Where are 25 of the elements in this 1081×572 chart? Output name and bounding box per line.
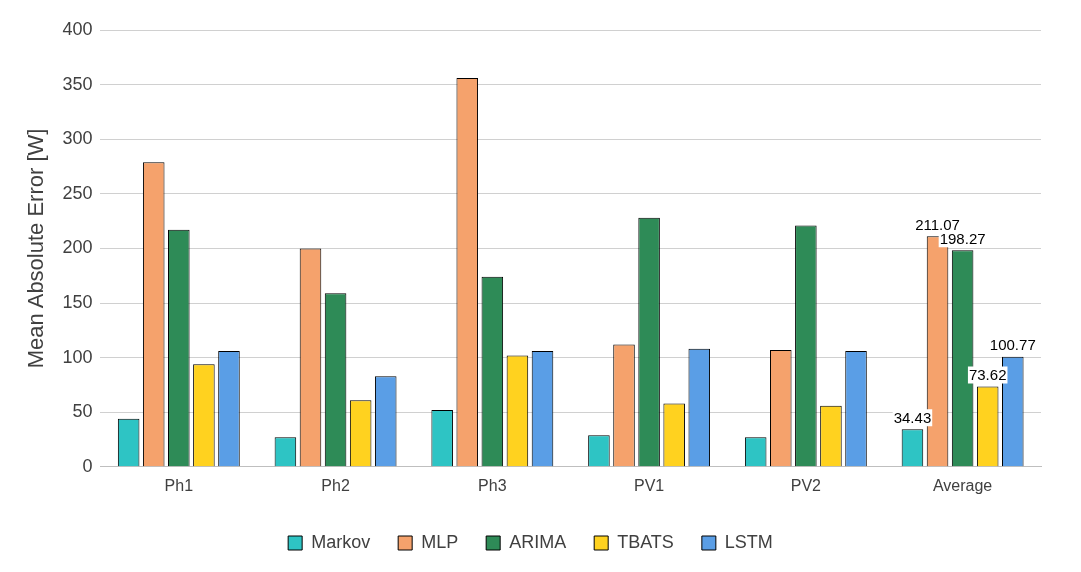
y-tick-label: 50 <box>72 401 93 422</box>
y-tick-label: 150 <box>62 291 93 312</box>
y-tick-label: 400 <box>62 18 93 39</box>
legend-label: ARIMA <box>509 531 567 552</box>
x-tick-label: PV1 <box>633 476 665 494</box>
y-tick-label: 100 <box>62 346 93 367</box>
y-tick-label: 300 <box>62 128 93 149</box>
y-axis-title: Mean Absolute Error [W] <box>23 128 49 369</box>
legend-label: TBATS <box>617 531 674 552</box>
legend-label: Markov <box>311 531 371 552</box>
y-tick-label: 250 <box>62 182 93 203</box>
x-tick-label: Average <box>932 476 993 494</box>
legend-label: MLP <box>421 531 459 552</box>
data-label: 73.62 <box>968 366 1007 384</box>
x-tick-label: PV2 <box>790 476 822 494</box>
data-label: 100.77 <box>989 336 1036 354</box>
x-tick-label: Ph3 <box>478 476 507 494</box>
data-label: 34.43 <box>893 408 932 426</box>
data-label: 198.27 <box>939 229 986 247</box>
y-tick-label: 0 <box>82 455 93 476</box>
x-tick-label: Ph2 <box>321 476 350 494</box>
legend-label: LSTM <box>724 531 773 552</box>
y-tick-label: 200 <box>62 237 93 258</box>
x-tick-label: Ph1 <box>164 476 194 494</box>
y-tick-label: 350 <box>62 73 93 94</box>
